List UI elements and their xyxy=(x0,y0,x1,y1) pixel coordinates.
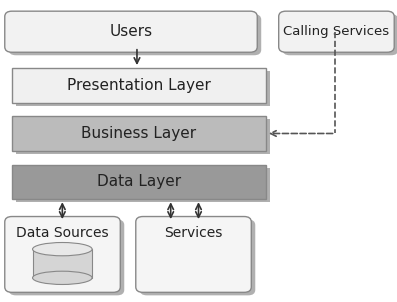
FancyBboxPatch shape xyxy=(136,217,251,292)
Text: Business Layer: Business Layer xyxy=(81,126,197,141)
FancyBboxPatch shape xyxy=(140,220,255,295)
FancyBboxPatch shape xyxy=(9,220,124,295)
FancyBboxPatch shape xyxy=(5,217,120,292)
Text: Users: Users xyxy=(110,24,152,39)
FancyBboxPatch shape xyxy=(12,116,266,151)
FancyBboxPatch shape xyxy=(279,11,394,52)
Ellipse shape xyxy=(33,243,92,256)
Text: Data Sources: Data Sources xyxy=(16,226,109,240)
FancyBboxPatch shape xyxy=(5,11,257,52)
FancyBboxPatch shape xyxy=(16,119,270,154)
FancyBboxPatch shape xyxy=(12,165,266,199)
FancyBboxPatch shape xyxy=(283,14,397,55)
Text: Services: Services xyxy=(164,226,223,240)
Polygon shape xyxy=(33,249,92,278)
Text: Data Layer: Data Layer xyxy=(97,175,181,189)
FancyBboxPatch shape xyxy=(16,71,270,106)
FancyBboxPatch shape xyxy=(9,14,261,55)
FancyBboxPatch shape xyxy=(16,168,270,202)
FancyBboxPatch shape xyxy=(12,68,266,103)
Ellipse shape xyxy=(33,271,92,284)
Text: Presentation Layer: Presentation Layer xyxy=(67,78,211,93)
Text: Calling Services: Calling Services xyxy=(283,25,389,38)
